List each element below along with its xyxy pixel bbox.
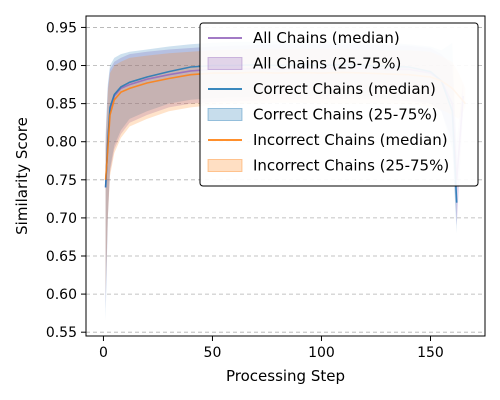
plot-frame — [85, 15, 486, 337]
legend-band-swatch — [207, 108, 243, 121]
x-tick-label: 50 — [204, 345, 222, 361]
y-tick-label: 0.55 — [46, 325, 77, 341]
legend-label: Incorrect Chains (median) — [253, 131, 448, 149]
y-axis-ticks: 0.55 0.60 0.65 0.70 0.75 0.80 0.85 0.90 0.95 — [46, 20, 86, 341]
x-tick-label: 100 — [308, 345, 335, 361]
legend-label: All Chains (25-75%) — [253, 55, 401, 73]
legend-label: Correct Chains (25-75%) — [253, 106, 438, 124]
legend: All Chains (median) All Chains (25-75%) Co… — [199, 22, 479, 187]
x-tick-label: 0 — [99, 345, 108, 361]
legend-label: Incorrect Chains (25-75%) — [253, 157, 449, 175]
y-tick-label: 0.85 — [46, 97, 77, 113]
y-tick-label: 0.60 — [46, 287, 77, 303]
y-tick-label: 0.80 — [46, 135, 77, 151]
x-tick-label: 150 — [417, 345, 444, 361]
y-tick-label: 0.65 — [46, 249, 77, 265]
y-axis-label: Similarity Score — [13, 117, 31, 235]
legend-box — [199, 22, 479, 187]
legend-band-swatch — [207, 57, 243, 70]
x-axis-ticks: 0 50 100 150 — [99, 336, 444, 361]
y-tick-label: 0.75 — [46, 173, 77, 189]
y-tick-label: 0.90 — [46, 59, 77, 75]
x-axis-label: Processing Step — [226, 367, 345, 385]
legend-label: Correct Chains (median) — [253, 80, 436, 98]
legend-label: All Chains (median) — [253, 29, 400, 47]
y-tick-label: 0.95 — [46, 20, 77, 36]
legend-band-swatch — [207, 159, 243, 172]
y-tick-label: 0.70 — [46, 211, 77, 227]
